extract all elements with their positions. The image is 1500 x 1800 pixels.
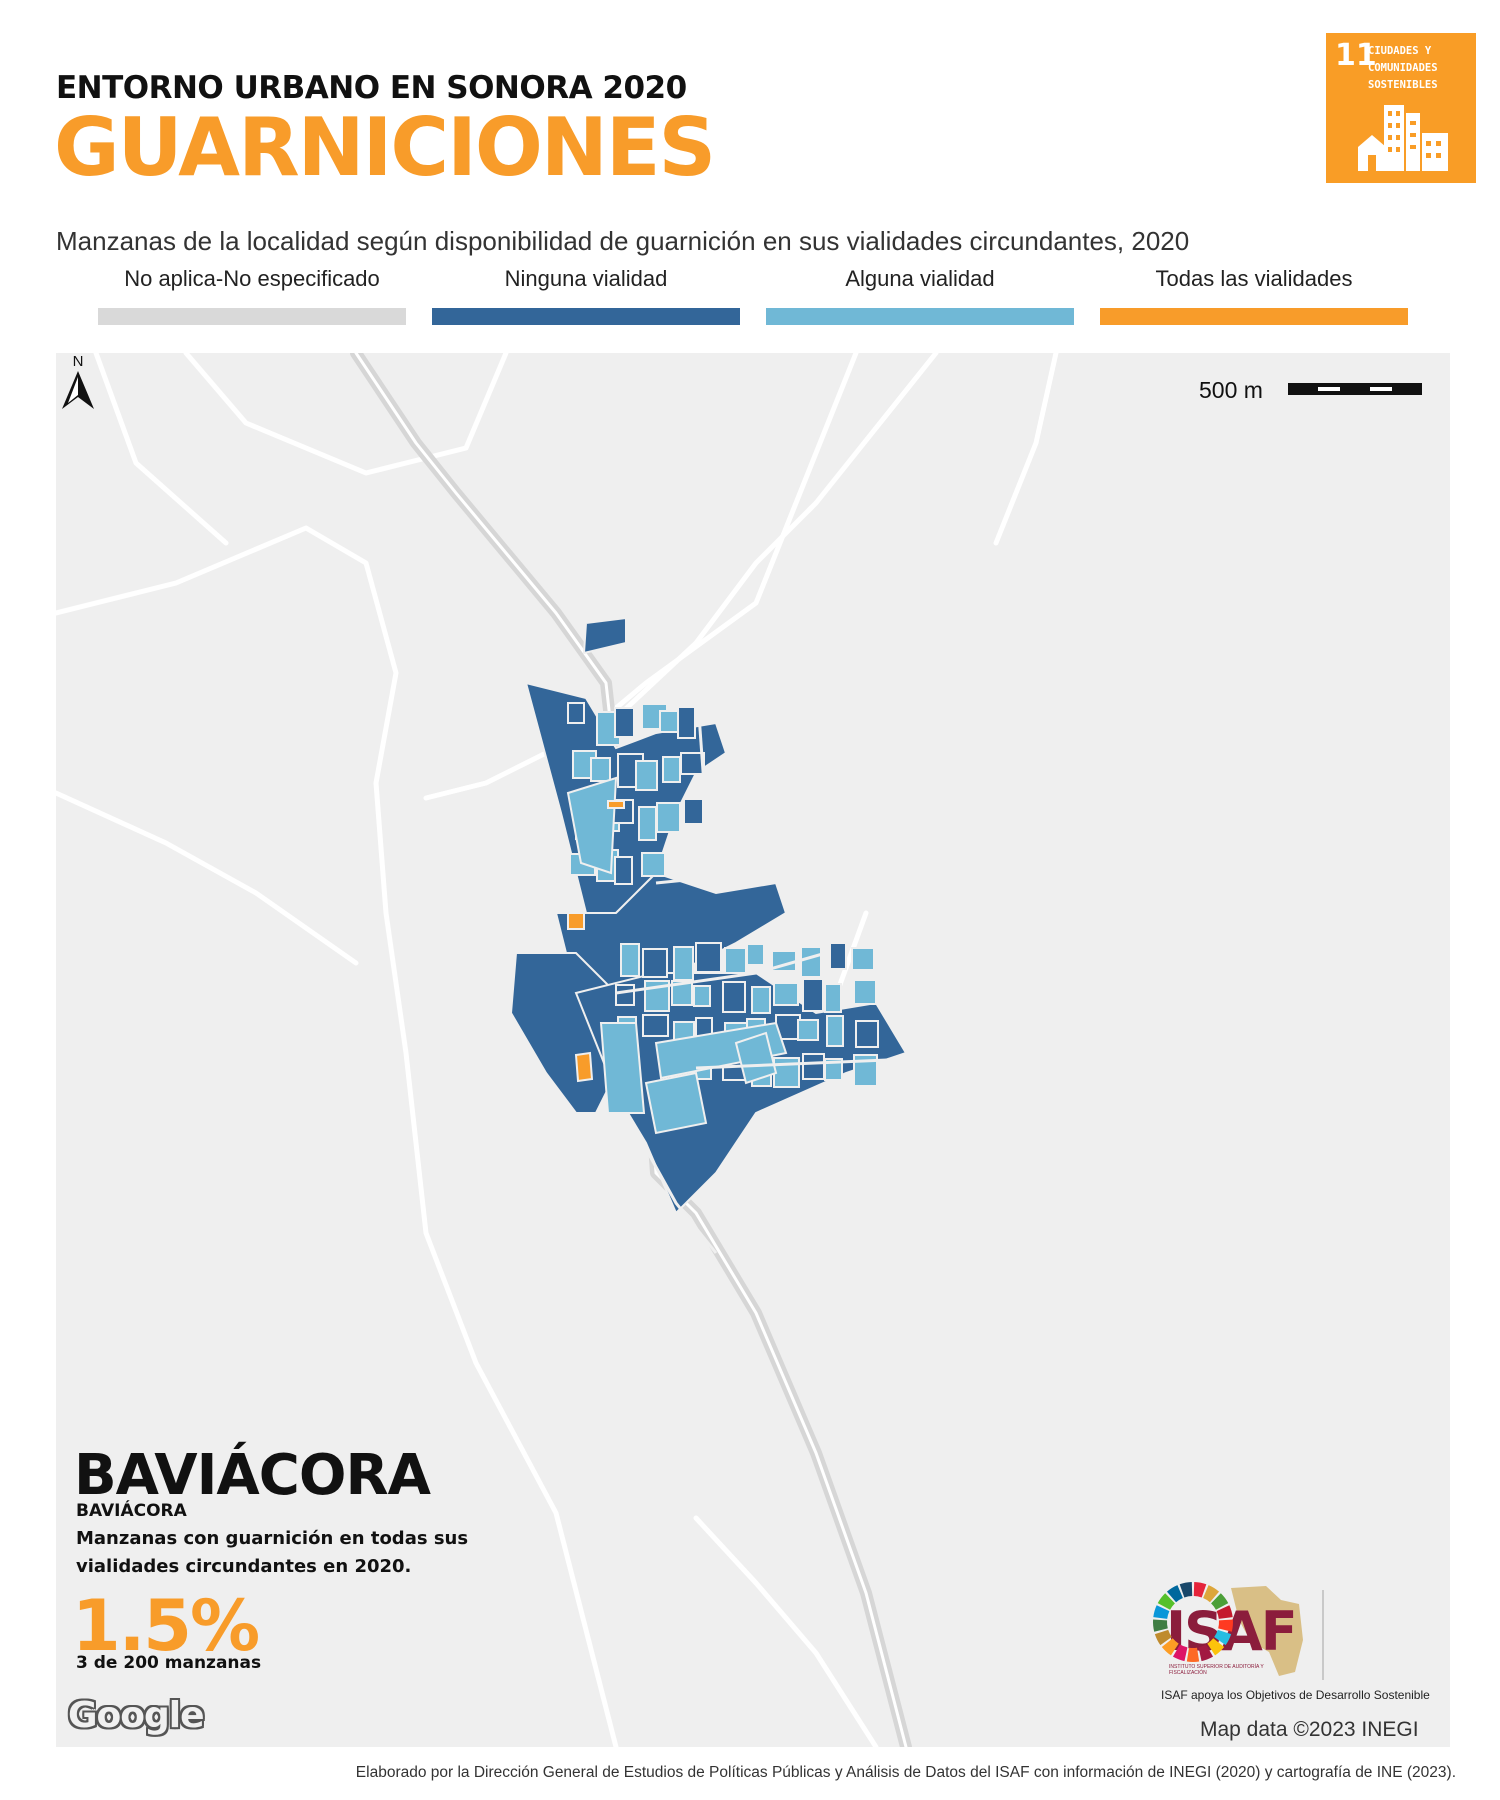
isaf-logo-block: ISAF INSTITUTO SUPERIOR DE AUDITORÍA Y F…	[1151, 1580, 1441, 1710]
block	[824, 1058, 843, 1081]
block-alguna	[566, 776, 618, 875]
block	[722, 981, 746, 1013]
indicator-count: 3 de 200 manzanas	[76, 1653, 262, 1673]
legend-swatch-todas	[1100, 308, 1408, 325]
sdg-wheel-segment	[1172, 1644, 1188, 1662]
sdg-wheel-segment	[1153, 1619, 1168, 1632]
legend-swatch-alguna	[766, 308, 1074, 325]
block	[802, 1053, 825, 1080]
isaf-full-name: INSTITUTO SUPERIOR DE AUDITORÍA Y FISCAL…	[1169, 1664, 1264, 1676]
map-svg	[56, 353, 1059, 1747]
locality-name: BAVIÁCORA	[76, 1501, 187, 1521]
city-buildings-icon	[1358, 105, 1448, 171]
block	[746, 943, 765, 966]
sdg-wheel-segment	[1211, 1593, 1229, 1610]
logo-divider	[1322, 1590, 1324, 1680]
block	[802, 978, 824, 1012]
block-todas	[567, 912, 585, 930]
sonora-map-icon	[1231, 1586, 1303, 1676]
block	[851, 947, 875, 971]
block	[677, 706, 696, 739]
sdg-wheel-segment	[1216, 1605, 1233, 1619]
sdg-wheel-segment	[1218, 1619, 1233, 1632]
sdg-wheel-segment	[1154, 1629, 1172, 1646]
legend-label-todas: Todas las vialidades	[1155, 266, 1353, 291]
block	[642, 948, 668, 978]
isaf-caption: ISAF apoya los Objetivos de Desarrollo S…	[1161, 1688, 1430, 1702]
block	[829, 942, 847, 970]
sdg-label: CIUDADES Y COMUNIDADES SOSTENIBLES	[1368, 45, 1438, 91]
block	[641, 852, 666, 877]
footer-credit: Elaborado por la Dirección General de Es…	[355, 1764, 1456, 1781]
block	[855, 1020, 879, 1048]
sdg-wheel-segment	[1166, 1585, 1183, 1603]
block	[683, 798, 704, 825]
block	[671, 980, 693, 1006]
block	[800, 946, 822, 978]
block	[635, 760, 658, 791]
block	[797, 1019, 819, 1041]
block	[590, 757, 611, 782]
sdg-wheel-segment	[1157, 1593, 1175, 1610]
block-alguna	[734, 1031, 778, 1085]
page-subtitle: Manzanas de la localidad según disponibi…	[56, 226, 1190, 256]
north-label: N	[73, 353, 84, 370]
block	[824, 983, 842, 1013]
legend-label-alguna: Alguna vialidad	[845, 266, 995, 291]
block-todas	[607, 800, 625, 809]
block	[724, 947, 747, 974]
block	[673, 946, 694, 981]
block	[693, 985, 711, 1007]
block	[642, 1014, 669, 1037]
sdg-wheel-segment	[1179, 1582, 1193, 1598]
scale-bar	[1288, 383, 1422, 395]
town-streets	[615, 672, 937, 1254]
block	[567, 702, 585, 724]
legend-label-ninguna: Ninguna vialidad	[504, 266, 668, 291]
page-title: GUARNICIONES	[54, 101, 716, 194]
kicker-title: ENTORNO URBANO EN SONORA 2020	[56, 70, 687, 106]
sdg-wheel-icon	[1153, 1582, 1233, 1662]
block-alguna	[599, 1022, 646, 1114]
sdg-wheel-segment	[1207, 1638, 1225, 1656]
block	[614, 856, 633, 885]
block	[620, 943, 640, 977]
sdg-wheel-segment	[1161, 1638, 1179, 1656]
block-far-north	[582, 616, 627, 655]
google-logo: Google	[68, 1695, 205, 1736]
block	[826, 1015, 844, 1047]
map-canvas[interactable]: 500 m N BAVIÁCORA BAVIÁCORA Manzanas con…	[56, 353, 1450, 1747]
municipality-name: BAVIÁCORA	[74, 1443, 431, 1508]
north-arrow-icon: N	[62, 353, 94, 409]
block	[773, 982, 799, 1006]
sdg-wheel-segment	[1193, 1582, 1207, 1598]
sdg-wheel-segment	[1203, 1585, 1220, 1603]
sdg-11-badge: 11 CIUDADES Y COMUNIDADES SOSTENIBLES	[1326, 33, 1476, 183]
block	[614, 707, 635, 738]
indicator-percentage: 1.5%	[72, 1585, 260, 1667]
block	[615, 984, 635, 1006]
block	[853, 1054, 878, 1087]
map-attribution[interactable]: Map data ©2023 INEGI	[1200, 1718, 1419, 1741]
sdg-wheel-segment	[1198, 1644, 1214, 1662]
legend-swatch-ninguna	[432, 308, 740, 325]
urban-blocks	[509, 616, 908, 1215]
sdg-number: 11	[1335, 38, 1377, 73]
sdg-wheel-segment	[1186, 1647, 1200, 1662]
legend-label-no-aplica: No aplica-No especificado	[124, 266, 380, 291]
block	[773, 1057, 800, 1088]
block-alguna	[644, 1071, 708, 1135]
block	[853, 979, 877, 1005]
block-todas	[574, 1051, 594, 1083]
indicator-description: Manzanas con guarnición en todas sus via…	[76, 1528, 469, 1577]
block	[638, 806, 657, 841]
scale-label: 500 m	[1199, 377, 1263, 403]
sdg-wheel-segment	[1214, 1629, 1232, 1646]
block	[695, 942, 722, 973]
legend-swatch-no-aplica	[98, 308, 406, 325]
block	[662, 756, 681, 783]
block	[751, 986, 771, 1014]
block	[656, 802, 681, 833]
sdg-wheel-segment	[1153, 1605, 1170, 1619]
